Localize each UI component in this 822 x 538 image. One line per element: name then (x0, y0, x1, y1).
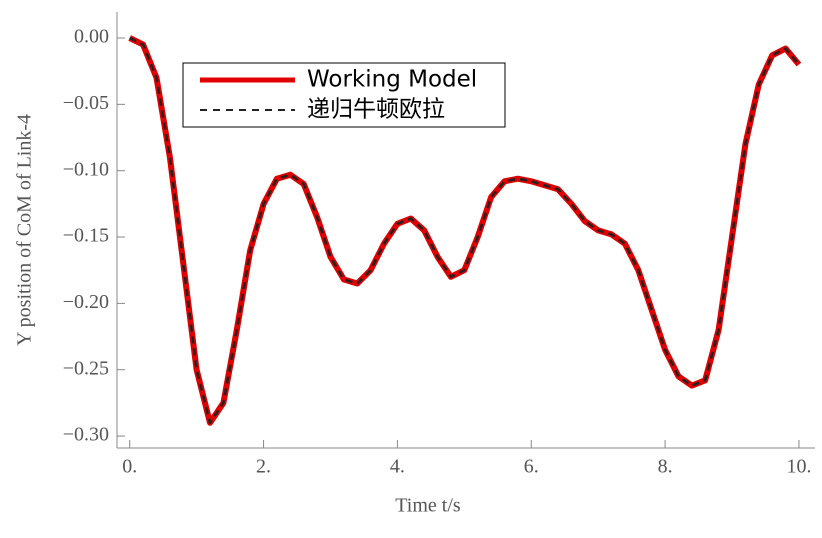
legend-label: 递归牛顿欧拉 (307, 97, 445, 123)
y-tick-label: −0.10 (63, 158, 109, 180)
y-tick-label: 0.00 (74, 26, 109, 48)
y-tick-label: −0.25 (63, 357, 109, 379)
x-tick-label: 4. (390, 456, 405, 478)
x-axis-label: Time t/s (395, 495, 461, 517)
x-tick-label: 10. (786, 456, 811, 478)
y-axis-label: Y position of CoM of Link-4 (14, 114, 36, 346)
legend: Working Model 递归牛顿欧拉 (182, 62, 506, 128)
y-tick-label: −0.05 (63, 92, 109, 114)
x-tick-label: 0. (122, 456, 137, 478)
y-tick-label: −0.15 (63, 225, 109, 247)
legend-label: Working Model (307, 67, 477, 93)
y-tick-label: −0.30 (63, 424, 109, 446)
series-line (129, 36, 800, 425)
x-tick-label: 2. (256, 456, 271, 478)
x-tick-label: 8. (658, 456, 673, 478)
x-tick-label: 6. (524, 456, 539, 478)
legend-box (182, 62, 506, 128)
y-tick-label: −0.20 (63, 291, 109, 313)
